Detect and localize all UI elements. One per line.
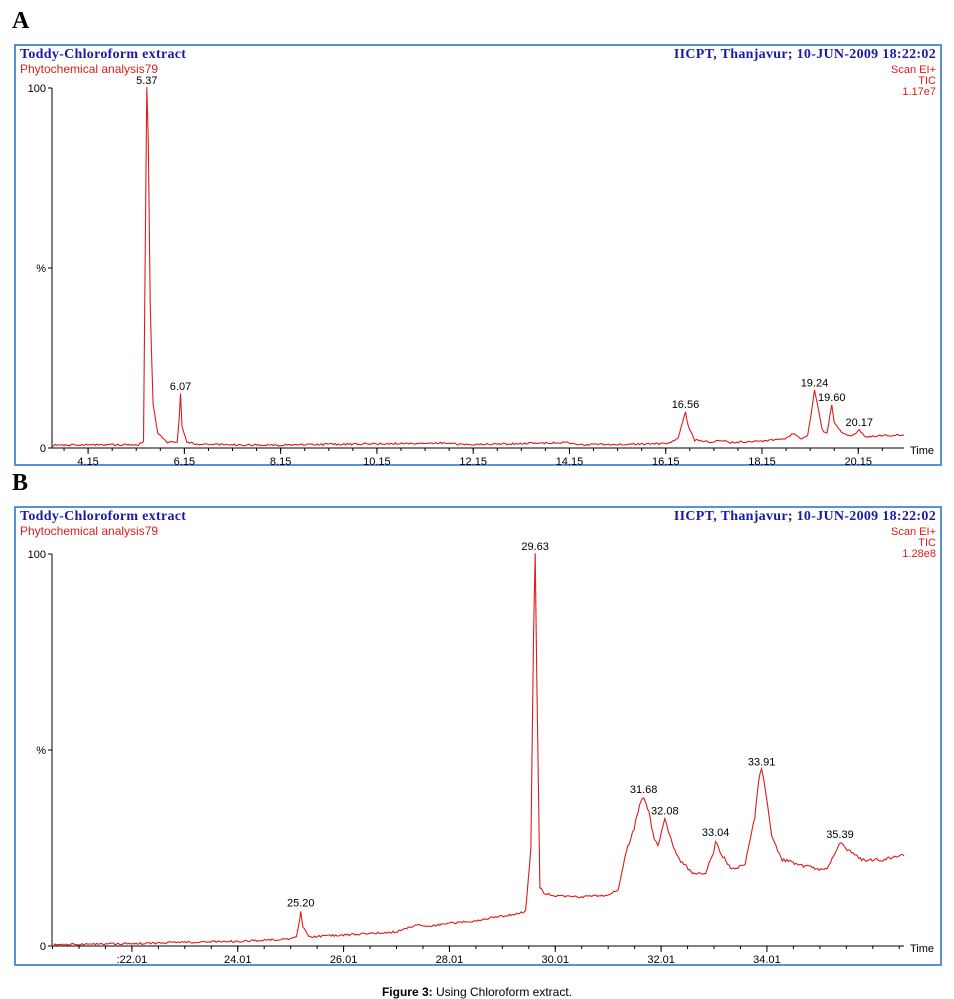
tic-label: TIC (918, 75, 936, 87)
chromatogram-b: Toddy-Chloroform extract Phytochemical a… (14, 506, 942, 966)
chart-a-svg: 100% 0 4.15 6.15 8.15 10.15 12.15 14.15 16.15 18.… (28, 75, 934, 468)
peak-label: 20.17 (845, 417, 873, 429)
x-tick-label: 24.01 (224, 954, 252, 966)
y-tick-label: % (36, 263, 46, 275)
x-tick-label: 12.15 (459, 456, 487, 468)
x-tick-label: 30.01 (541, 954, 569, 966)
tic-trace (52, 87, 905, 447)
x-tick-label: 4.15 (77, 456, 98, 468)
peak-label: 29.63 (521, 541, 549, 553)
x-tick-label: 14.15 (556, 456, 584, 468)
peak-label: 6.07 (170, 381, 191, 393)
caption-label: Figure 3: (381, 985, 433, 999)
chart-b-svg: 100% 0 :22.01 24.01 26.01 28.01 30.01 32.01 34.0… (28, 541, 934, 966)
peak-label: 35.39 (826, 829, 854, 841)
panel-a-label: A (12, 8, 30, 34)
x-tick-label: 20.15 (845, 456, 873, 468)
peak-label: 19.60 (818, 392, 846, 404)
peak-label: 25.20 (287, 898, 315, 910)
sample-title: Toddy-Chloroform extract (20, 509, 187, 524)
sample-subtitle: Phytochemical analysis79 (20, 524, 159, 538)
x-tick-label: 18.15 (748, 456, 776, 468)
x-tick-label: 32.01 (647, 954, 675, 966)
peak-label: 16.56 (672, 399, 700, 411)
peak-label: 33.04 (702, 827, 730, 839)
chromatogram-a: Toddy-Chloroform extract Phytochemical a… (14, 44, 942, 468)
y-tick-label: 100 (28, 83, 46, 95)
intensity-label: 1.17e7 (902, 86, 936, 98)
y-tick-label: 0 (40, 443, 46, 455)
scan-mode: Scan EI+ (891, 64, 936, 76)
panel-b-label: B (12, 470, 29, 496)
peak-label: 19.24 (801, 377, 829, 389)
peak-label: 5.37 (136, 75, 157, 87)
intensity-label: 1.28e8 (902, 548, 936, 560)
tic-label: TIC (918, 537, 936, 549)
x-tick-label: 16.15 (652, 456, 680, 468)
y-tick-label: % (36, 745, 46, 757)
peak-label: 32.08 (651, 806, 679, 818)
caption-text: Using Chloroform extract. (432, 985, 573, 999)
x-tick-label: 26.01 (330, 954, 358, 966)
sample-title: Toddy-Chloroform extract (20, 47, 187, 62)
lab-timestamp: IICPT, Thanjavur; 10-JUN-2009 18:22:02 (673, 509, 936, 524)
x-tick-label: 6.15 (174, 456, 195, 468)
y-tick-label: 0 (40, 941, 46, 953)
sample-subtitle: Phytochemical analysis79 (20, 62, 159, 76)
x-axis-label: Time (910, 943, 934, 955)
peak-label: 31.68 (630, 784, 658, 796)
tic-trace (51, 553, 905, 947)
x-tick-label: :22.01 (117, 954, 148, 966)
y-tick-label: 100 (28, 549, 46, 561)
lab-timestamp: IICPT, Thanjavur; 10-JUN-2009 18:22:02 (673, 47, 936, 62)
x-tick-label: 10.15 (363, 456, 391, 468)
x-tick-label: 8.15 (270, 456, 291, 468)
x-axis-label: Time (910, 445, 934, 457)
x-tick-label: 34.01 (753, 954, 781, 966)
scan-mode: Scan EI+ (891, 526, 936, 538)
figure-caption: Figure 3: Using Chloroform extract. (0, 985, 954, 999)
x-tick-label: 28.01 (436, 954, 464, 966)
peak-label: 33.91 (748, 757, 776, 769)
